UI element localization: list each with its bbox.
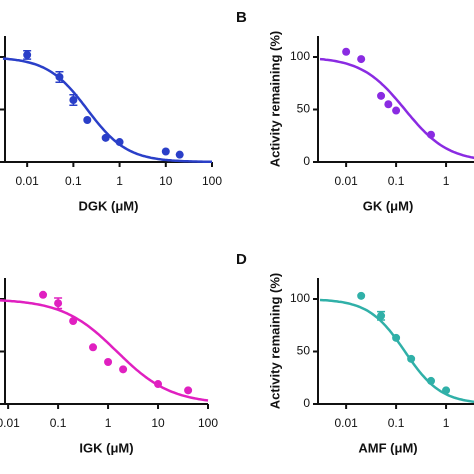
data-point — [392, 333, 401, 342]
data-point — [55, 72, 64, 81]
x-tick-label: 0.1 — [388, 416, 405, 430]
x-tick-label: 1 — [443, 416, 450, 430]
x-tick-label: 0.01 — [15, 174, 39, 188]
y-tick-label: 50 — [297, 344, 311, 358]
x-axis-label: AMF (μM) — [358, 440, 417, 455]
x-axis-label: IGK (μM) — [79, 440, 133, 455]
x-tick-label: 0.1 — [388, 174, 405, 188]
x-tick-label: 1 — [116, 174, 123, 188]
data-point — [69, 317, 78, 326]
x-tick-label: 0.1 — [65, 174, 82, 188]
data-point — [357, 55, 366, 64]
data-point — [83, 116, 92, 124]
y-tick-label: 100 — [290, 49, 310, 63]
data-point — [23, 50, 32, 59]
data-point — [175, 150, 184, 159]
y-axis-label: Activity remaining (%) — [267, 31, 282, 168]
data-point — [161, 147, 170, 156]
x-tick-label: 0.01 — [334, 174, 358, 188]
data-point — [104, 358, 113, 366]
data-point — [342, 47, 351, 56]
x-axis-label: GK (μM) — [363, 198, 414, 213]
data-point — [357, 291, 366, 300]
fit-curve — [319, 57, 474, 160]
x-tick-label: 1 — [443, 174, 450, 188]
x-axis-label: DGK (μM) — [79, 198, 139, 213]
data-point — [119, 365, 128, 374]
data-point — [39, 290, 48, 299]
y-tick-label: 50 — [297, 102, 311, 116]
panel-label: B — [236, 9, 247, 26]
fit-curve — [2, 57, 212, 164]
y-tick-label: 100 — [290, 291, 310, 305]
x-tick-label: 10 — [151, 416, 165, 430]
data-point — [427, 130, 436, 139]
data-point — [184, 386, 193, 395]
x-tick-label: 0.1 — [50, 416, 67, 430]
x-tick-label: 10 — [159, 174, 173, 188]
data-point — [154, 380, 163, 389]
y-axis-label: Activity remaining (%) — [267, 273, 282, 410]
x-tick-label: 100 — [198, 416, 218, 430]
y-tick-label: 0 — [303, 396, 310, 410]
data-point — [407, 354, 416, 363]
data-point — [442, 386, 451, 395]
data-point — [69, 96, 78, 105]
y-tick-label: 0 — [303, 154, 310, 168]
x-tick-label: 0.01 — [0, 416, 20, 430]
x-tick-label: 100 — [202, 174, 222, 188]
data-point — [384, 100, 393, 109]
data-point — [89, 343, 98, 352]
panel-label: D — [236, 251, 247, 268]
x-tick-label: 1 — [105, 416, 112, 430]
data-point — [427, 376, 436, 385]
fit-curve — [0, 299, 209, 402]
x-tick-label: 0.01 — [334, 416, 358, 430]
data-point — [115, 138, 124, 147]
data-point — [392, 106, 401, 115]
data-point — [54, 299, 63, 308]
fit-curve — [319, 298, 474, 404]
data-point — [377, 91, 386, 100]
data-point — [101, 133, 110, 142]
data-point — [377, 311, 386, 320]
